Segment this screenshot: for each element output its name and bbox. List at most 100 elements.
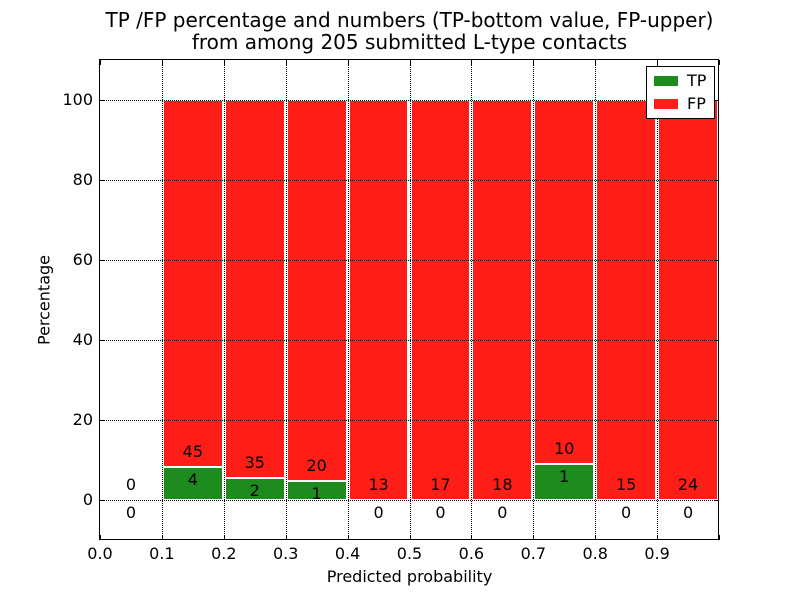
x-tick-label: 0.0 — [87, 544, 113, 563]
x-tick-mark — [719, 60, 720, 65]
x-tick-mark — [409, 535, 411, 540]
x-tick-mark — [533, 535, 535, 540]
x-tick-mark — [409, 60, 411, 65]
x-tick-label: 0.7 — [520, 544, 547, 563]
fp-bar-segment — [162, 100, 223, 468]
y-tick-mark — [714, 340, 719, 341]
fp-bar-segment — [286, 100, 347, 481]
x-tick-mark — [595, 60, 597, 65]
x-tick-mark — [223, 535, 225, 540]
x-tick-mark — [347, 60, 349, 65]
y-tick-mark — [714, 500, 719, 501]
legend: TP FP — [646, 66, 716, 119]
legend-entry-tp: TP — [654, 72, 706, 89]
chart-title-line-2: from among 205 submitted L-type contacts — [191, 30, 628, 54]
fp-bar-segment — [410, 100, 471, 500]
x-tick-mark — [471, 60, 473, 65]
chart-title: TP /FP percentage and numbers (TP-bottom… — [100, 9, 719, 53]
fp-count-label: 24 — [677, 475, 699, 494]
x-tick-mark — [719, 535, 720, 540]
horizontal-gridline — [100, 340, 719, 341]
chart-title-line-1: TP /FP percentage and numbers (TP-bottom… — [105, 8, 714, 32]
x-tick-label: 0.1 — [149, 544, 175, 563]
tp-count-label: 1 — [311, 483, 322, 503]
x-tick-label: 0.8 — [582, 544, 608, 563]
x-tick-label: 0.3 — [272, 544, 299, 563]
horizontal-gridline — [100, 420, 719, 421]
fp-count-label: 15 — [615, 475, 637, 494]
tp-bar-segment — [286, 480, 347, 500]
vertical-gridline — [347, 60, 349, 540]
fp-count-label: 13 — [368, 475, 389, 494]
x-tick-label: 0.9 — [644, 544, 670, 563]
x-tick-label: 0.2 — [211, 544, 237, 563]
x-tick-mark — [347, 535, 349, 540]
fp-bar-segment — [596, 100, 657, 500]
y-tick-mark — [100, 500, 105, 501]
horizontal-gridline — [100, 500, 719, 501]
horizontal-gridline — [100, 180, 719, 181]
x-tick-mark — [533, 60, 535, 65]
y-tick-mark — [100, 100, 105, 101]
vertical-gridline — [657, 60, 659, 540]
x-tick-mark — [285, 60, 287, 65]
plot-area: 0 0 45 4 35 2 20 1 13 0 17 0 18 0 10 1 15 0 24 0 — [100, 60, 719, 540]
y-tick-label: 100 — [62, 90, 93, 109]
x-tick-mark — [471, 535, 473, 540]
y-tick-mark — [100, 180, 105, 181]
x-tick-label: 0.4 — [334, 544, 361, 563]
y-tick-mark — [100, 420, 105, 421]
y-tick-mark — [100, 340, 105, 341]
tp-count-label: 0 — [373, 503, 384, 522]
y-tick-label: 40 — [72, 330, 93, 349]
fp-bar-segment — [348, 100, 409, 500]
y-tick-mark — [714, 180, 719, 181]
legend-entry-fp: FP — [654, 95, 706, 112]
x-tick-mark — [657, 535, 659, 540]
fp-bar-segment — [534, 100, 595, 464]
y-tick-mark — [100, 260, 105, 261]
vertical-gridline — [409, 60, 411, 540]
tp-count-label: 2 — [249, 481, 260, 501]
vertical-gridline — [161, 60, 163, 540]
fp-bar-segment — [658, 100, 718, 500]
x-tick-mark — [100, 60, 101, 65]
tp-count-label: 1 — [559, 466, 570, 486]
vertical-gridline — [471, 60, 473, 540]
fp-count-label: 18 — [492, 475, 513, 494]
y-tick-label: 60 — [72, 250, 93, 269]
tp-count-label: 0 — [435, 503, 446, 522]
tp-count-label: 0 — [497, 503, 508, 522]
vertical-gridline — [223, 60, 225, 540]
x-tick-mark — [657, 60, 659, 65]
vertical-gridline — [285, 60, 287, 540]
tp-count-label: 0 — [125, 503, 137, 522]
x-tick-mark — [223, 60, 225, 65]
y-tick-label: 80 — [72, 170, 93, 189]
fp-count-label: 45 — [182, 442, 204, 462]
legend-label-tp: TP — [687, 71, 707, 90]
tp-count-label: 0 — [682, 503, 694, 522]
x-tick-mark — [595, 535, 597, 540]
fp-count-label: 20 — [306, 455, 327, 475]
y-tick-mark — [714, 100, 719, 101]
horizontal-gridline — [100, 260, 719, 261]
fp-count-label: 10 — [554, 438, 575, 458]
tp-legend-swatch-icon — [654, 75, 678, 86]
y-tick-label: 20 — [72, 410, 93, 429]
fp-bar-segment — [224, 100, 285, 479]
fp-count-label: 35 — [244, 453, 265, 473]
fp-count-label: 0 — [125, 475, 137, 494]
x-tick-label: 0.5 — [396, 544, 423, 563]
x-tick-mark — [161, 60, 163, 65]
tp-bar-segment — [534, 463, 595, 500]
tp-bar-segment — [224, 478, 285, 500]
tp-bar-segment — [162, 467, 223, 500]
tp-count-label: 0 — [621, 503, 632, 522]
x-tick-mark — [100, 535, 101, 540]
fp-bar-segment — [472, 100, 533, 500]
y-tick-mark — [714, 260, 719, 261]
fp-count-label: 17 — [430, 475, 451, 494]
tp-count-label: 4 — [187, 470, 198, 490]
